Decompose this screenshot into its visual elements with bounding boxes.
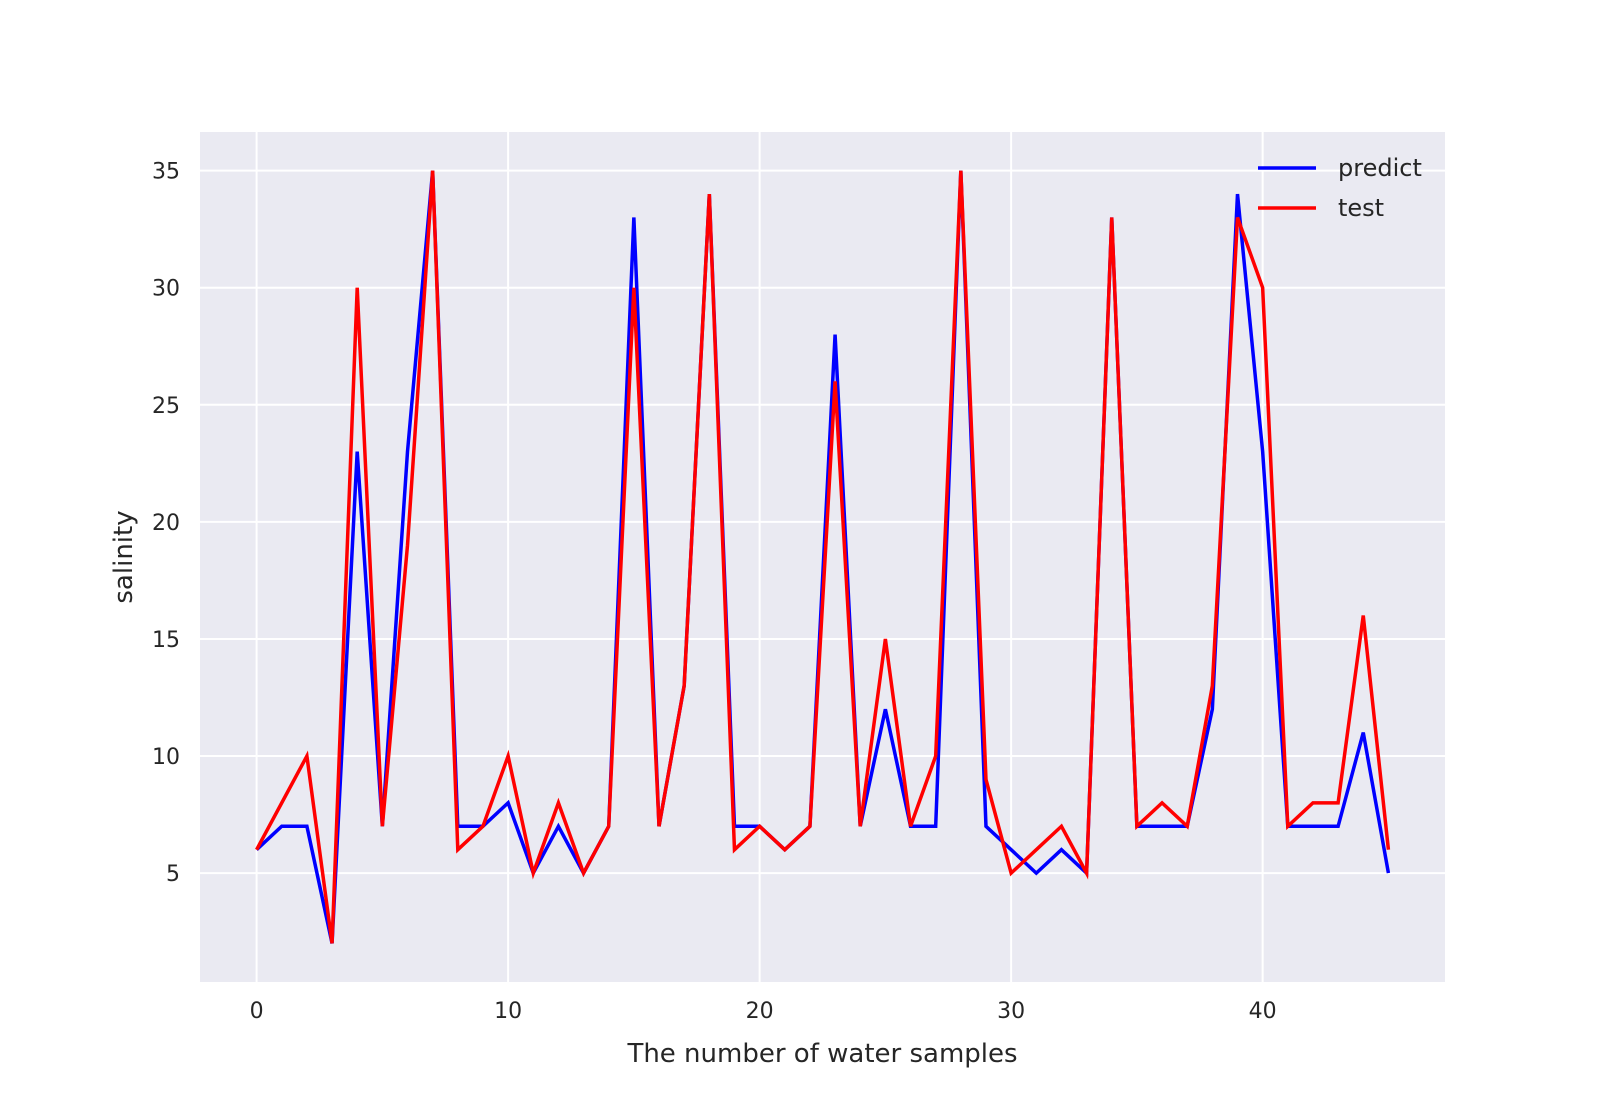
y-tick-label: 25: [152, 394, 180, 419]
x-tick-label: 40: [1249, 999, 1277, 1024]
series-line-test: [255, 170, 1391, 944]
x-tick-label: 30: [997, 999, 1025, 1024]
y-tick-label: 35: [152, 160, 180, 185]
legend-label-predict: predict: [1338, 154, 1422, 182]
y-tick-label: 30: [152, 277, 180, 302]
x-gridlines: [255, 132, 1264, 982]
y-tick-label: 10: [152, 745, 180, 770]
y-tick-label: 5: [166, 862, 180, 887]
x-tick-label: 10: [494, 999, 522, 1024]
y-axis-title: salinity: [109, 510, 139, 603]
legend: predict test: [1258, 154, 1422, 222]
y-tick-labels: 5 10 15 20 25 30 35: [152, 160, 180, 887]
series-layer: [255, 170, 1391, 944]
y-tick-label: 20: [152, 511, 180, 536]
y-tick-label: 15: [152, 628, 180, 653]
x-tick-labels: 0 10 20 30 40: [250, 999, 1277, 1024]
x-tick-label: 0: [250, 999, 264, 1024]
x-tick-label: 20: [746, 999, 774, 1024]
legend-label-test: test: [1338, 194, 1384, 222]
x-axis-title: The number of water samples: [626, 1039, 1017, 1069]
